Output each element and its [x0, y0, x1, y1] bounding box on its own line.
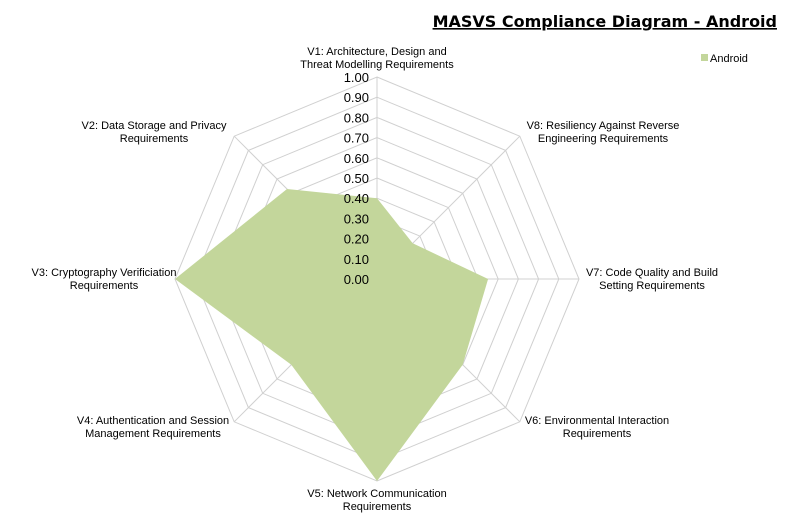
axis-label: V1: Architecture, Design and Threat Model…	[300, 46, 454, 71]
tick-label: 0.70	[344, 131, 369, 146]
tick-label: 0.20	[344, 232, 369, 247]
tick-label: 0.30	[344, 211, 369, 226]
tick-label: 0.00	[344, 272, 369, 287]
series-area-android	[175, 189, 489, 481]
series-layer	[175, 189, 489, 481]
tick-label: 0.60	[344, 151, 369, 166]
legend: Android	[701, 53, 748, 65]
chart-title: MASVS Compliance Diagram - Android	[433, 12, 777, 31]
axis-label: V2: Data Storage and Privacy Requirements	[82, 120, 227, 145]
legend-label-android: Android	[710, 53, 748, 65]
axis-label: V5: Network Communication Requirements	[307, 488, 446, 513]
tick-label: 0.50	[344, 171, 369, 186]
axis-label: V4: Authentication and Session Management…	[77, 415, 229, 440]
axis-label: V6: Environmental Interaction Requirement…	[525, 415, 669, 440]
tick-label: 1.00	[344, 70, 369, 85]
axis-label: V3: Cryptography Verificiation Requiremen…	[32, 267, 177, 292]
radial-tick-labels: 0.00 0.10 0.20 0.30 0.40 0.50 0.60 0.70 0.80 0.90…	[344, 70, 369, 287]
axis-label: V8: Resiliency Against Reverse Engineerin…	[527, 120, 680, 145]
tick-label: 0.90	[344, 90, 369, 105]
legend-swatch-android	[701, 54, 708, 61]
tick-label: 0.10	[344, 252, 369, 267]
axis-labels: V1: Architecture, Design and Threat Model…	[32, 46, 719, 513]
axis-label: V7: Code Quality and Build Setting Requir…	[586, 267, 718, 292]
tick-label: 0.80	[344, 110, 369, 125]
tick-label: 0.40	[344, 191, 369, 206]
